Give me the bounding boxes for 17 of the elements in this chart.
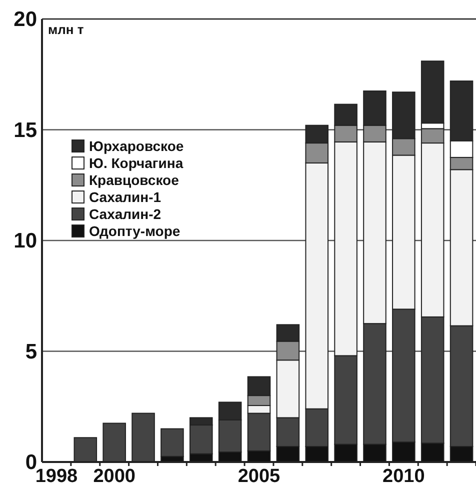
legend-label: Кравцовское	[89, 172, 180, 188]
legend-label: Сахалин-2	[89, 206, 162, 222]
legend-label: Юрхаровское	[89, 138, 184, 154]
x-tick-label: 2005	[238, 466, 281, 486]
legend-label: Ю. Корчагина	[89, 155, 184, 171]
y-axis-title: млн т	[48, 22, 84, 37]
legend-label: Сахалин-1	[89, 189, 162, 205]
legend-label: Одопту-море	[89, 223, 180, 239]
bar	[160, 428, 184, 457]
y-tick-label: 20	[14, 8, 37, 31]
y-tick-label: 0	[25, 451, 37, 474]
y-tick-label: 10	[14, 230, 37, 252]
x-tick-label: 2000	[93, 466, 136, 486]
y-tick-label: 15	[14, 118, 38, 142]
x-tick-label: 1998	[35, 466, 78, 486]
x-tick-label: 2010	[382, 466, 425, 486]
y-tick-label: 5	[25, 340, 38, 364]
